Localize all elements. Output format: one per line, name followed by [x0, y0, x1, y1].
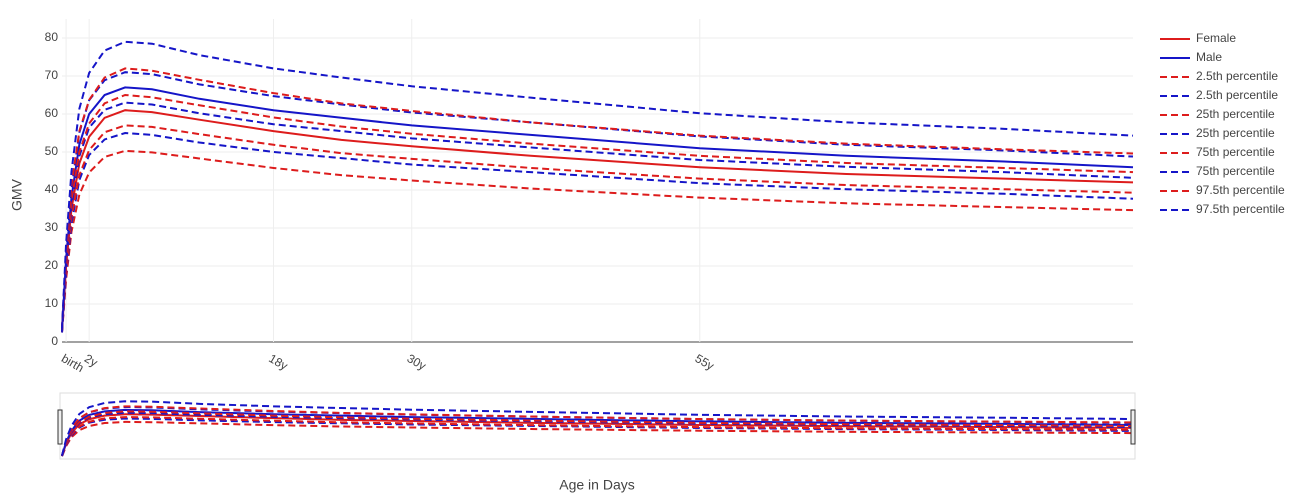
y-tick-label: 50: [45, 144, 59, 158]
series-line: [61, 67, 1134, 329]
x-tick-label: 55y: [693, 351, 717, 373]
series-line: [61, 93, 1134, 330]
series-line: [61, 71, 1134, 330]
slider-line: [61, 416, 1134, 457]
y-tick-label: 70: [45, 68, 59, 82]
slider-line: [61, 413, 1134, 457]
legend-label[interactable]: 25th percentile: [1196, 126, 1275, 140]
legend-label[interactable]: 75th percentile: [1196, 164, 1275, 178]
series-line: [61, 40, 1134, 329]
y-tick-label: 40: [45, 182, 59, 196]
series-line: [61, 131, 1134, 333]
series-line: [61, 149, 1134, 333]
slider-line: [61, 400, 1134, 456]
y-tick-label: 0: [51, 334, 58, 348]
y-tick-label: 30: [45, 220, 59, 234]
x-tick-label: 18y: [266, 351, 290, 373]
legend-label[interactable]: 25th percentile: [1196, 107, 1275, 121]
legend-label[interactable]: 75th percentile: [1196, 145, 1275, 159]
series-line: [61, 109, 1134, 331]
slider-handle[interactable]: [1130, 409, 1136, 445]
series-line: [61, 101, 1134, 332]
slider-line: [61, 406, 1134, 456]
y-axis-label: GMV: [9, 178, 25, 211]
slider-line: [61, 410, 1134, 457]
x-tick-label: 30y: [405, 351, 429, 373]
legend-label[interactable]: 97.5th percentile: [1196, 202, 1285, 216]
x-axis-label: Age in Days: [559, 477, 634, 493]
legend-label[interactable]: 97.5th percentile: [1196, 183, 1285, 197]
y-tick-label: 80: [45, 30, 59, 44]
y-tick-label: 20: [45, 258, 59, 272]
slider-line: [61, 405, 1134, 456]
legend-label[interactable]: Female: [1196, 31, 1236, 45]
slider-handle[interactable]: [57, 409, 63, 445]
legend-label[interactable]: Male: [1196, 50, 1222, 64]
legend-label[interactable]: 2.5th percentile: [1196, 88, 1278, 102]
slider-line: [61, 420, 1134, 457]
y-tick-label: 60: [45, 106, 59, 120]
y-tick-label: 10: [45, 296, 59, 310]
legend-label[interactable]: 2.5th percentile: [1196, 69, 1278, 83]
x-tick-label: 2y: [82, 351, 100, 369]
